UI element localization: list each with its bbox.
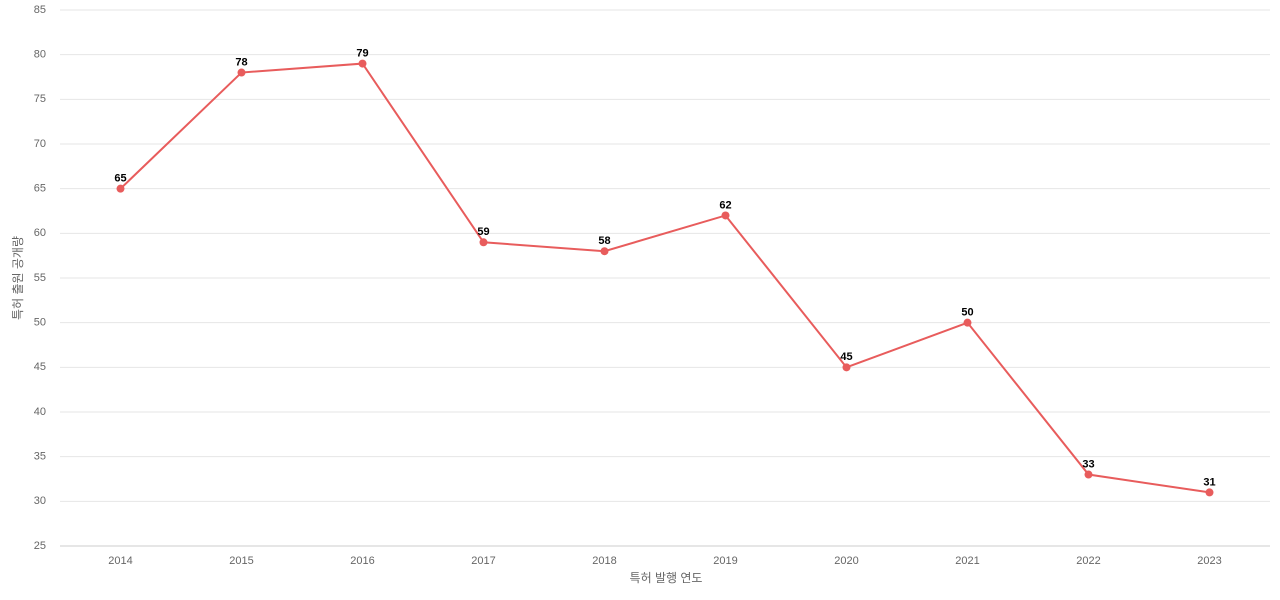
data-label: 59	[477, 226, 489, 238]
y-axis-label: 특허 출원 공개량	[11, 236, 25, 320]
x-tick-label: 2019	[713, 555, 737, 567]
x-tick-label: 2015	[229, 555, 253, 567]
y-tick-label: 80	[34, 49, 46, 61]
data-label: 79	[356, 48, 368, 60]
y-tick-label: 25	[34, 540, 46, 552]
data-label: 45	[840, 351, 852, 363]
data-point	[1205, 488, 1214, 497]
data-point	[237, 68, 246, 77]
x-tick-label: 2014	[108, 555, 132, 567]
x-tick-label: 2021	[955, 555, 979, 567]
data-label: 31	[1203, 476, 1215, 488]
y-tick-label: 45	[34, 361, 46, 373]
data-point	[358, 59, 367, 68]
data-point	[1084, 470, 1093, 479]
data-label: 65	[114, 173, 126, 185]
data-point	[116, 184, 125, 193]
data-point	[963, 318, 972, 327]
x-tick-label: 2017	[471, 555, 495, 567]
y-tick-label: 70	[34, 138, 46, 150]
data-label: 62	[719, 199, 731, 211]
y-tick-label: 35	[34, 451, 46, 463]
data-point	[600, 247, 609, 256]
data-label: 58	[598, 235, 610, 247]
y-tick-label: 40	[34, 406, 46, 418]
x-tick-label: 2016	[350, 555, 374, 567]
data-point	[842, 363, 851, 372]
y-tick-label: 60	[34, 227, 46, 239]
x-tick-label: 2022	[1076, 555, 1100, 567]
y-tick-label: 65	[34, 183, 46, 195]
data-label: 78	[235, 56, 247, 68]
y-tick-label: 30	[34, 495, 46, 507]
x-tick-label: 2018	[592, 555, 616, 567]
data-point	[721, 211, 730, 220]
data-label: 50	[961, 307, 973, 319]
x-tick-label: 2023	[1197, 555, 1221, 567]
data-point	[479, 238, 488, 247]
y-tick-label: 55	[34, 272, 46, 284]
data-line	[119, 62, 1210, 494]
x-axis-label: 특허 발행 연도	[630, 570, 703, 585]
y-tick-label: 85	[34, 4, 46, 16]
y-tick-label: 50	[34, 317, 46, 329]
y-tick-label: 75	[34, 93, 46, 105]
x-tick-label: 2020	[834, 555, 858, 567]
data-label: 33	[1082, 458, 1094, 470]
